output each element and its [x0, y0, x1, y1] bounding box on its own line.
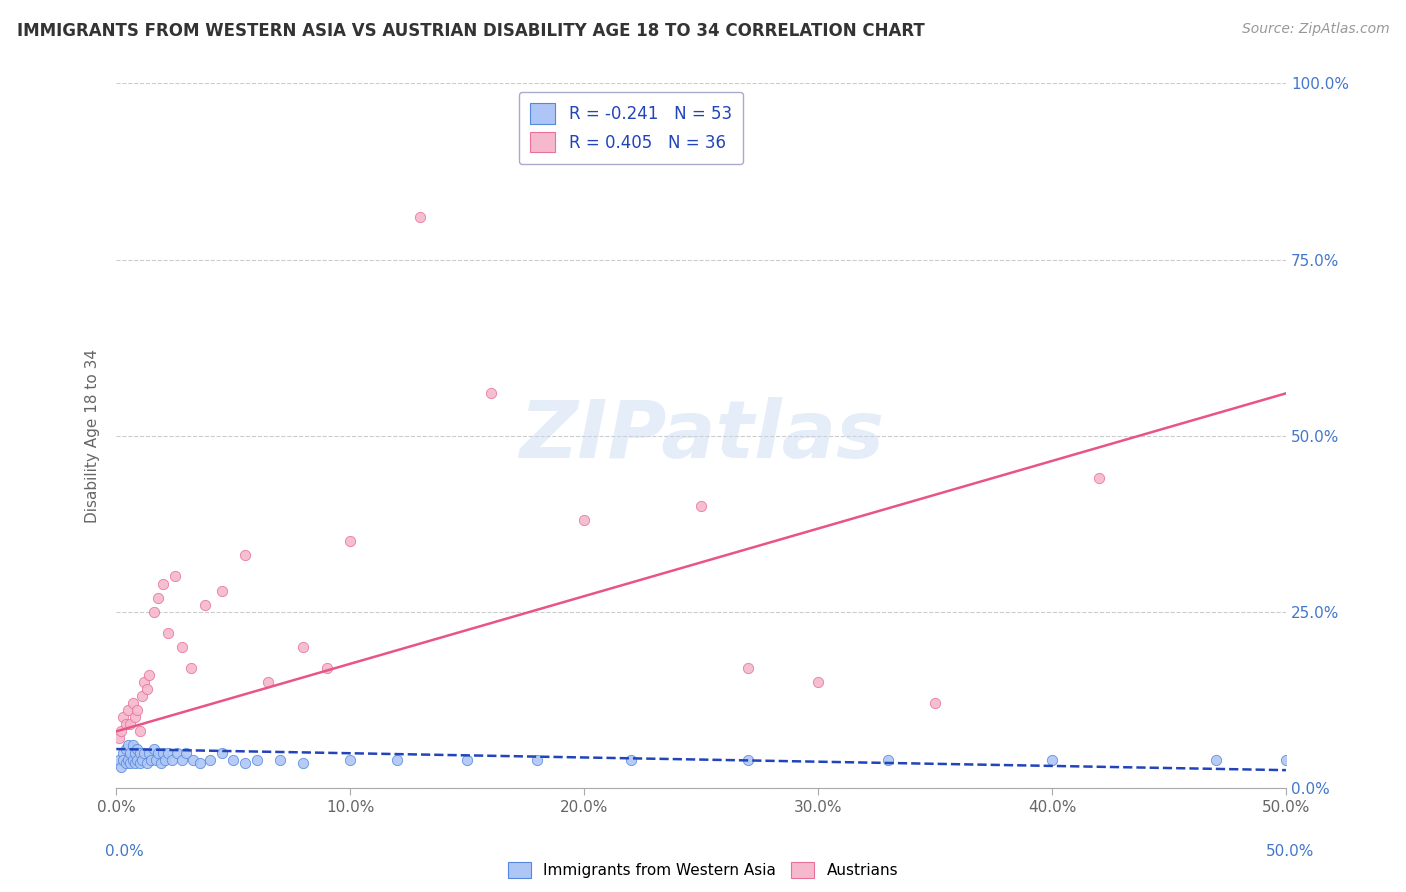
Point [121, 739, 143, 753]
Y-axis label: Disability Age 18 to 34: Disability Age 18 to 34 [86, 349, 100, 523]
Point [114, 717, 136, 731]
Point [134, 675, 156, 690]
Point [526, 753, 548, 767]
Point [117, 703, 139, 717]
Point [339, 753, 361, 767]
Point [339, 534, 361, 549]
Point [138, 746, 160, 760]
Point [233, 756, 256, 770]
Point [145, 753, 167, 767]
Point [385, 753, 408, 767]
Point [128, 756, 150, 770]
Point [107, 753, 129, 767]
Text: ZIPatlas: ZIPatlas [519, 397, 883, 475]
Point [120, 746, 142, 760]
Point [156, 746, 179, 760]
Point [142, 742, 165, 756]
Point [138, 668, 160, 682]
Point [135, 756, 157, 770]
Point [120, 717, 142, 731]
Legend: R = -0.241   N = 53, R = 0.405   N = 36: R = -0.241 N = 53, R = 0.405 N = 36 [519, 92, 744, 164]
Point [152, 576, 174, 591]
Point [198, 753, 221, 767]
Point [128, 746, 150, 760]
Legend: Immigrants from Western Asia, Austrians: Immigrants from Western Asia, Austrians [502, 856, 904, 884]
Point [162, 753, 184, 767]
Point [127, 742, 149, 756]
Point [807, 675, 830, 690]
Point [292, 640, 315, 654]
Point [163, 569, 186, 583]
Point [128, 724, 150, 739]
Point [176, 746, 198, 760]
Point [1040, 753, 1063, 767]
Point [190, 756, 212, 770]
Point [114, 742, 136, 756]
Point [148, 746, 170, 760]
Point [121, 753, 143, 767]
Point [135, 682, 157, 697]
Point [124, 746, 146, 760]
Point [112, 710, 135, 724]
Point [148, 591, 170, 605]
Text: IMMIGRANTS FROM WESTERN ASIA VS AUSTRIAN DISABILITY AGE 18 TO 34 CORRELATION CHA: IMMIGRANTS FROM WESTERN ASIA VS AUSTRIAN… [17, 22, 925, 40]
Point [127, 703, 149, 717]
Point [117, 753, 139, 767]
Point [479, 386, 502, 401]
Point [166, 746, 188, 760]
Point [110, 724, 132, 739]
Point [456, 753, 478, 767]
Point [1275, 753, 1298, 767]
Point [117, 739, 139, 753]
Point [737, 661, 759, 675]
Point [211, 746, 233, 760]
Point [1205, 753, 1227, 767]
Point [572, 513, 595, 527]
Point [924, 696, 946, 710]
Text: 50.0%: 50.0% [1267, 845, 1315, 859]
Point [620, 753, 643, 767]
Point [690, 499, 713, 513]
Point [110, 759, 132, 773]
Point [142, 605, 165, 619]
Point [170, 640, 193, 654]
Point [269, 753, 291, 767]
Text: 0.0%: 0.0% [105, 845, 145, 859]
Point [222, 753, 245, 767]
Point [1088, 471, 1111, 485]
Point [257, 675, 280, 690]
Point [114, 756, 136, 770]
Point [152, 746, 174, 760]
Point [131, 689, 153, 703]
Point [170, 753, 193, 767]
Point [141, 753, 163, 767]
Point [737, 753, 759, 767]
Point [315, 661, 337, 675]
Point [211, 583, 233, 598]
Point [124, 756, 146, 770]
Point [156, 625, 179, 640]
Point [183, 753, 205, 767]
Point [124, 710, 146, 724]
Text: Source: ZipAtlas.com: Source: ZipAtlas.com [1241, 22, 1389, 37]
Point [127, 753, 149, 767]
Point [180, 661, 202, 675]
Point [877, 753, 900, 767]
Point [112, 746, 135, 760]
Point [409, 211, 432, 225]
Point [233, 549, 256, 563]
Point [134, 746, 156, 760]
Point [121, 696, 143, 710]
Point [131, 753, 153, 767]
Point [194, 598, 217, 612]
Point [149, 756, 172, 770]
Point [292, 756, 315, 770]
Point [155, 753, 177, 767]
Point [120, 756, 142, 770]
Point [112, 753, 135, 767]
Point [246, 753, 269, 767]
Point [107, 731, 129, 746]
